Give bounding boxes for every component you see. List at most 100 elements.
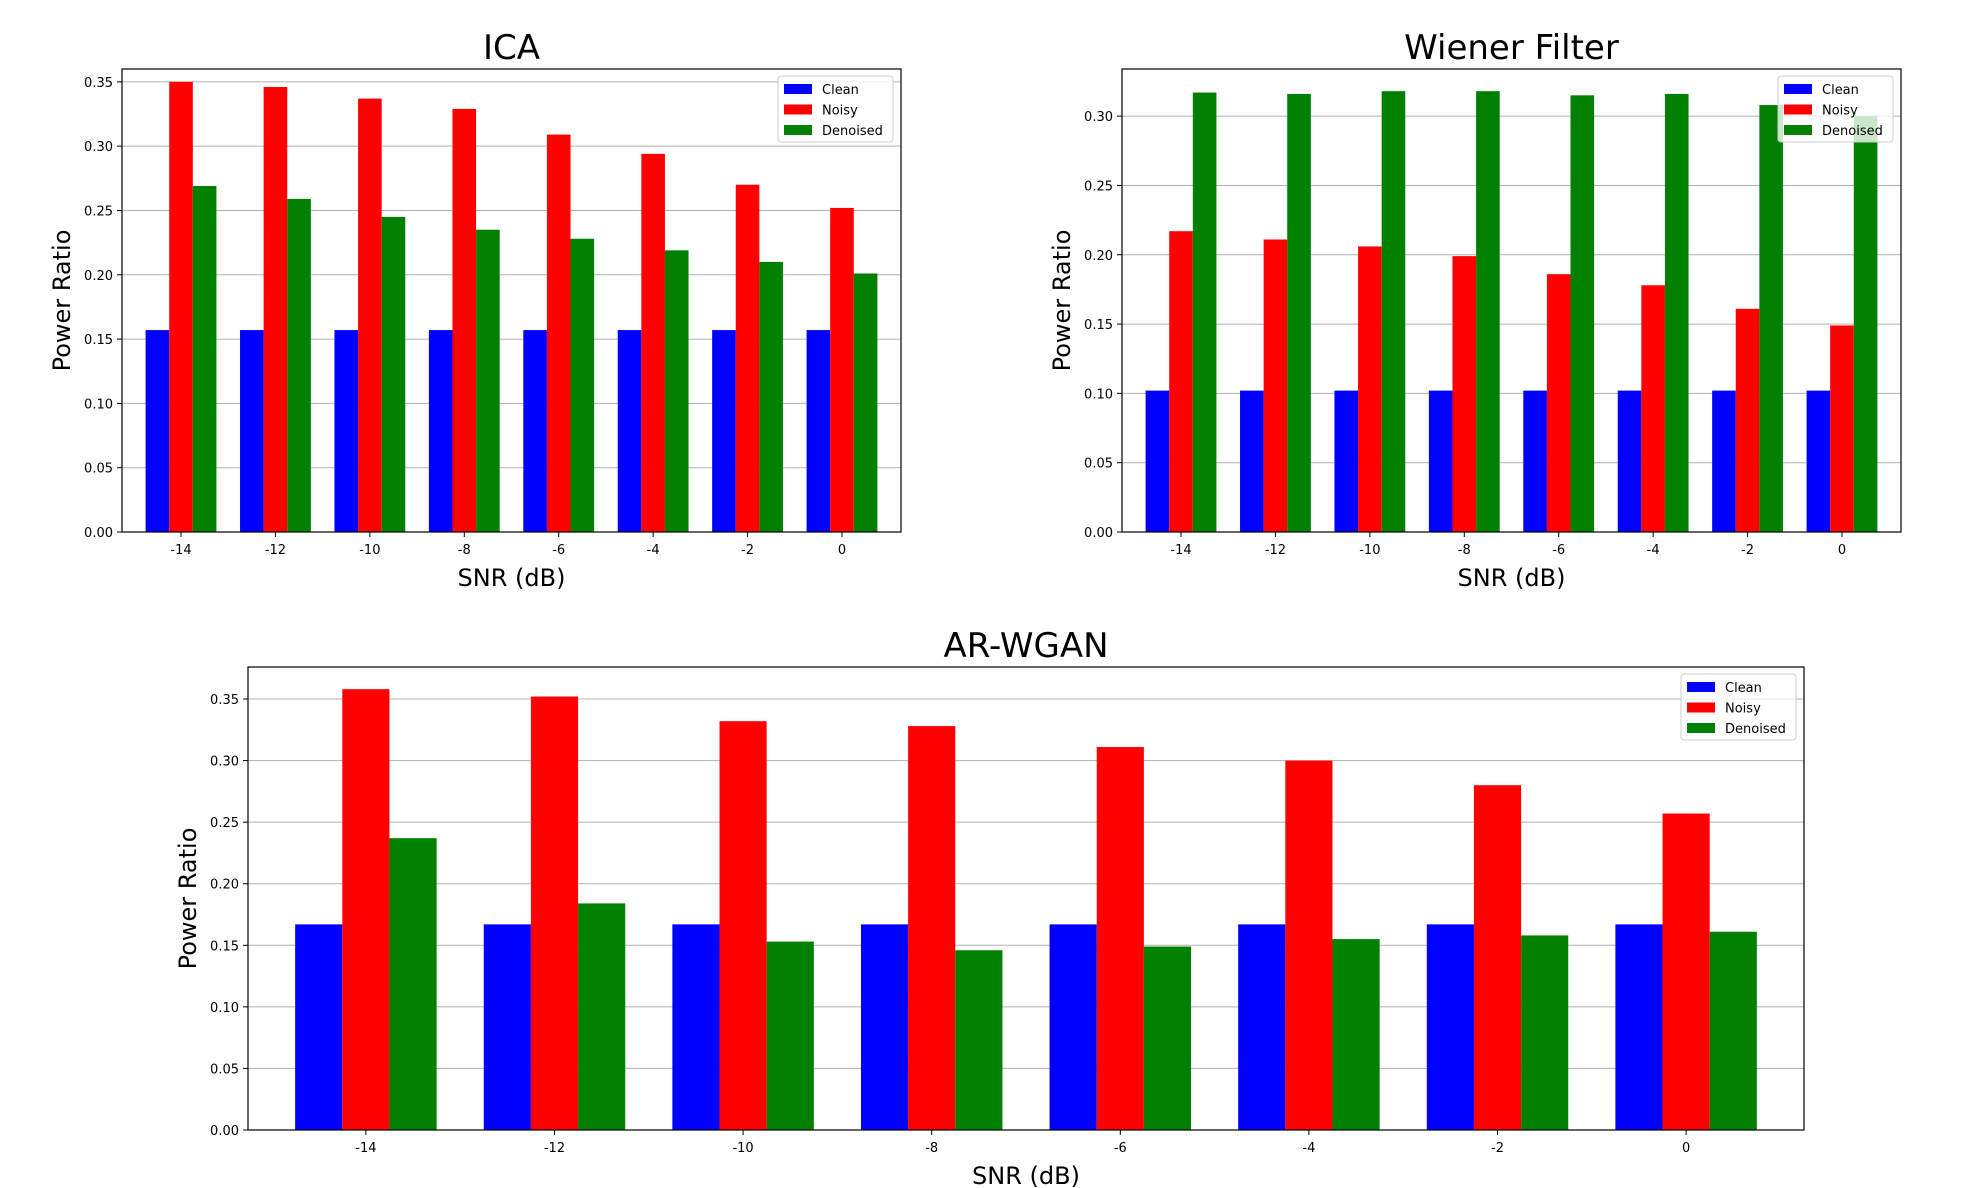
x-tick-label: -14 xyxy=(1170,543,1191,558)
bar-noisy--8 xyxy=(908,726,956,1130)
x-tick-label: -2 xyxy=(1741,543,1754,558)
x-tick-label: -4 xyxy=(647,543,660,558)
bar-clean--4 xyxy=(617,330,642,532)
legend-swatch-clean xyxy=(1687,682,1715,692)
legend-swatch-denoised xyxy=(1784,125,1812,135)
y-tick-label: 0.30 xyxy=(84,140,113,155)
legend-swatch-clean xyxy=(784,84,812,94)
bar-clean--8 xyxy=(860,924,909,1130)
bar-clean-0 xyxy=(1806,390,1831,532)
bar-noisy--10 xyxy=(358,98,382,532)
bar-clean--6 xyxy=(523,330,547,532)
legend-swatch-denoised xyxy=(784,125,812,135)
x-tick-label: -10 xyxy=(1359,543,1380,558)
x-tick-label: -10 xyxy=(359,543,380,558)
y-tick-label: 0.35 xyxy=(84,76,113,91)
bar-noisy--4 xyxy=(1285,760,1333,1130)
bar-noisy--8 xyxy=(452,108,477,532)
bar-noisy--2 xyxy=(1473,785,1522,1130)
y-axis-label: Power Ratio xyxy=(1048,230,1076,372)
x-tick-label: 0 xyxy=(1838,543,1846,558)
bar-noisy-0 xyxy=(1830,325,1854,532)
bar-noisy--14 xyxy=(169,81,193,532)
bar-noisy--14 xyxy=(1169,231,1193,532)
x-tick-label: -8 xyxy=(925,1141,938,1156)
bar-noisy--2 xyxy=(1735,308,1760,532)
x-tick-label: -4 xyxy=(1647,543,1660,558)
bar-noisy-0 xyxy=(830,207,854,532)
y-tick-label: 0.25 xyxy=(84,204,113,219)
bar-noisy--10 xyxy=(1358,246,1382,532)
bar-denoised--10 xyxy=(1381,91,1406,533)
y-tick-label: 0.30 xyxy=(1084,110,1113,125)
legend-label-noisy: Noisy xyxy=(1725,702,1761,717)
chart-2: 0.00 0.05 0.10 0.15 0.20 0.25 0.30 0.35 -14 -12 -1… xyxy=(174,626,1805,1188)
legend-swatch-noisy xyxy=(1687,702,1715,713)
bar-denoised--12 xyxy=(1287,93,1311,533)
bar-clean--10 xyxy=(672,924,720,1130)
y-tick-label: 0.05 xyxy=(84,462,113,477)
bar-clean--2 xyxy=(1426,924,1474,1130)
x-tick-label: 0 xyxy=(1682,1141,1690,1156)
legend-swatch-denoised xyxy=(1687,723,1715,733)
bar-clean--8 xyxy=(1428,390,1453,532)
legend-label-noisy: Noisy xyxy=(1822,104,1858,119)
bar-clean--12 xyxy=(483,924,531,1130)
bar-denoised--6 xyxy=(1143,946,1192,1130)
legend-label-clean: Clean xyxy=(1725,681,1762,696)
x-tick-label: -8 xyxy=(1458,543,1471,558)
y-tick-label: 0.15 xyxy=(84,333,113,348)
axes-frame xyxy=(1121,68,1902,533)
bar-denoised--2 xyxy=(1759,105,1783,532)
x-tick-label: -12 xyxy=(265,543,286,558)
y-tick-label: 0.20 xyxy=(1084,249,1113,264)
x-tick-label: -12 xyxy=(544,1141,565,1156)
bar-clean-0 xyxy=(1615,924,1663,1130)
bar-denoised--8 xyxy=(1476,91,1500,533)
bar-clean--14 xyxy=(295,924,343,1130)
bar-clean--10 xyxy=(1334,390,1359,532)
bar-denoised-0 xyxy=(1709,931,1757,1130)
bar-clean--6 xyxy=(1523,390,1547,532)
y-tick-label: 0.00 xyxy=(210,1124,239,1139)
bar-noisy--2 xyxy=(735,184,760,532)
y-tick-label: 0.05 xyxy=(1084,457,1113,472)
x-tick-label: -2 xyxy=(1491,1141,1504,1156)
bar-noisy--12 xyxy=(263,87,288,532)
y-tick-label: 0.00 xyxy=(84,526,113,541)
x-tick-label: -14 xyxy=(355,1141,376,1156)
bar-clean--2 xyxy=(712,330,736,532)
bar-noisy--6 xyxy=(1096,747,1144,1130)
legend-swatch-noisy xyxy=(784,104,812,115)
legend: Clean Noisy Denoised xyxy=(1680,673,1797,741)
bar-noisy--12 xyxy=(1263,239,1288,532)
bar-clean--14 xyxy=(1145,390,1170,532)
y-tick-label: 0.20 xyxy=(210,878,239,893)
x-tick-label: -6 xyxy=(552,543,565,558)
bar-noisy--8 xyxy=(1452,256,1477,532)
bar-clean--12 xyxy=(240,330,264,532)
legend: Clean Noisy Denoised xyxy=(1777,75,1894,143)
bar-denoised--4 xyxy=(1664,93,1689,533)
bar-clean--2 xyxy=(1712,390,1736,532)
bar-clean-0 xyxy=(806,330,831,532)
y-tick-label: 0.10 xyxy=(84,397,113,412)
bar-noisy-0 xyxy=(1662,813,1710,1130)
bar-denoised--14 xyxy=(192,186,217,532)
bar-noisy--6 xyxy=(1546,274,1571,532)
bar-denoised--14 xyxy=(1192,92,1217,533)
bar-denoised--4 xyxy=(1332,939,1380,1130)
bar-denoised--4 xyxy=(664,250,689,532)
y-tick-label: 0.10 xyxy=(1084,387,1113,402)
bar-denoised--8 xyxy=(476,229,500,532)
legend: Clean Noisy Denoised xyxy=(777,75,894,143)
bar-denoised--12 xyxy=(578,903,626,1130)
axes-frame xyxy=(121,68,902,533)
bar-noisy--12 xyxy=(530,696,579,1130)
x-axis-label: SNR (dB) xyxy=(1458,564,1566,592)
legend-label-denoised: Denoised xyxy=(822,124,883,139)
chart-title: AR-WGAN xyxy=(943,626,1108,666)
bar-noisy--6 xyxy=(546,134,571,532)
bar-noisy--4 xyxy=(1641,285,1665,532)
